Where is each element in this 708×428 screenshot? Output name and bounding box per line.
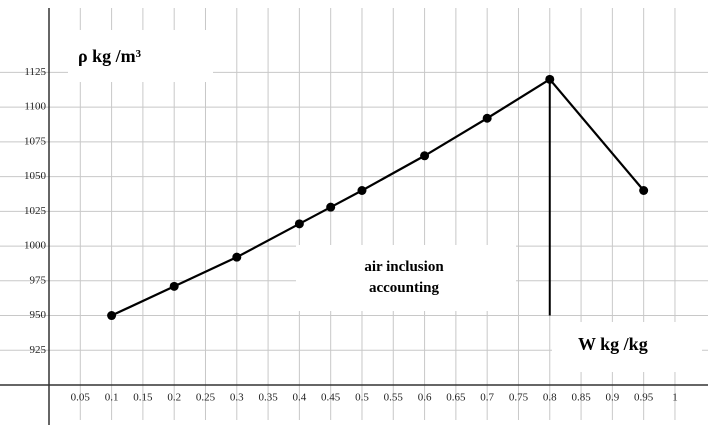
y-tick-label: 1125 [24, 66, 46, 78]
x-tick-label: 0.2 [167, 392, 181, 404]
y-tick-label: 1025 [24, 205, 47, 217]
x-tick-label: 0.8 [543, 392, 557, 404]
x-axis-label: W kg /kg [578, 334, 648, 354]
x-tick-label: 0.9 [605, 392, 619, 404]
x-tick-label: 0.5 [355, 392, 369, 404]
y-tick-label: 1000 [24, 240, 47, 252]
x-tick-label: 0.1 [105, 392, 119, 404]
x-tick-label: 1 [672, 392, 678, 404]
annotation: accounting [369, 280, 440, 296]
y-axis-label: ρ kg /m³ [78, 46, 142, 66]
data-point [357, 185, 367, 195]
y-tick-label: 1100 [24, 101, 46, 113]
data-point [169, 281, 179, 291]
data-point [482, 113, 492, 123]
data-point [639, 185, 649, 195]
x-tick-label: 0.65 [446, 392, 466, 404]
data-point [107, 311, 117, 321]
x-tick-label: 0.55 [384, 392, 404, 404]
x-tick-label: 0.05 [71, 392, 91, 404]
y-tick-label: 925 [30, 344, 47, 356]
y-tick-label: 1075 [24, 135, 47, 147]
x-tick-label: 0.3 [230, 392, 244, 404]
x-tick-label: 0.6 [418, 392, 432, 404]
annotation: air inclusion [364, 259, 444, 275]
x-tick-label: 0.7 [480, 392, 494, 404]
x-tick-label: 0.4 [293, 392, 307, 404]
x-tick-label: 0.35 [258, 392, 278, 404]
x-tick-label: 0.75 [509, 392, 529, 404]
x-tick-label: 0.45 [321, 392, 341, 404]
y-tick-label: 975 [30, 274, 47, 286]
x-tick-label: 0.15 [133, 392, 153, 404]
data-point [294, 219, 304, 229]
y-tick-label: 1050 [24, 170, 47, 182]
x-tick-label: 0.25 [196, 392, 216, 404]
data-point [326, 202, 336, 212]
annotation-box [296, 245, 516, 311]
x-tick-label: 0.85 [571, 392, 591, 404]
label-box [68, 30, 213, 82]
data-point [232, 252, 242, 262]
data-point [420, 151, 430, 161]
y-tick-label: 950 [30, 309, 47, 321]
label-box [552, 322, 702, 372]
data-line [111, 77, 645, 317]
x-tick-label: 0.95 [634, 392, 654, 404]
data-point [545, 74, 555, 84]
